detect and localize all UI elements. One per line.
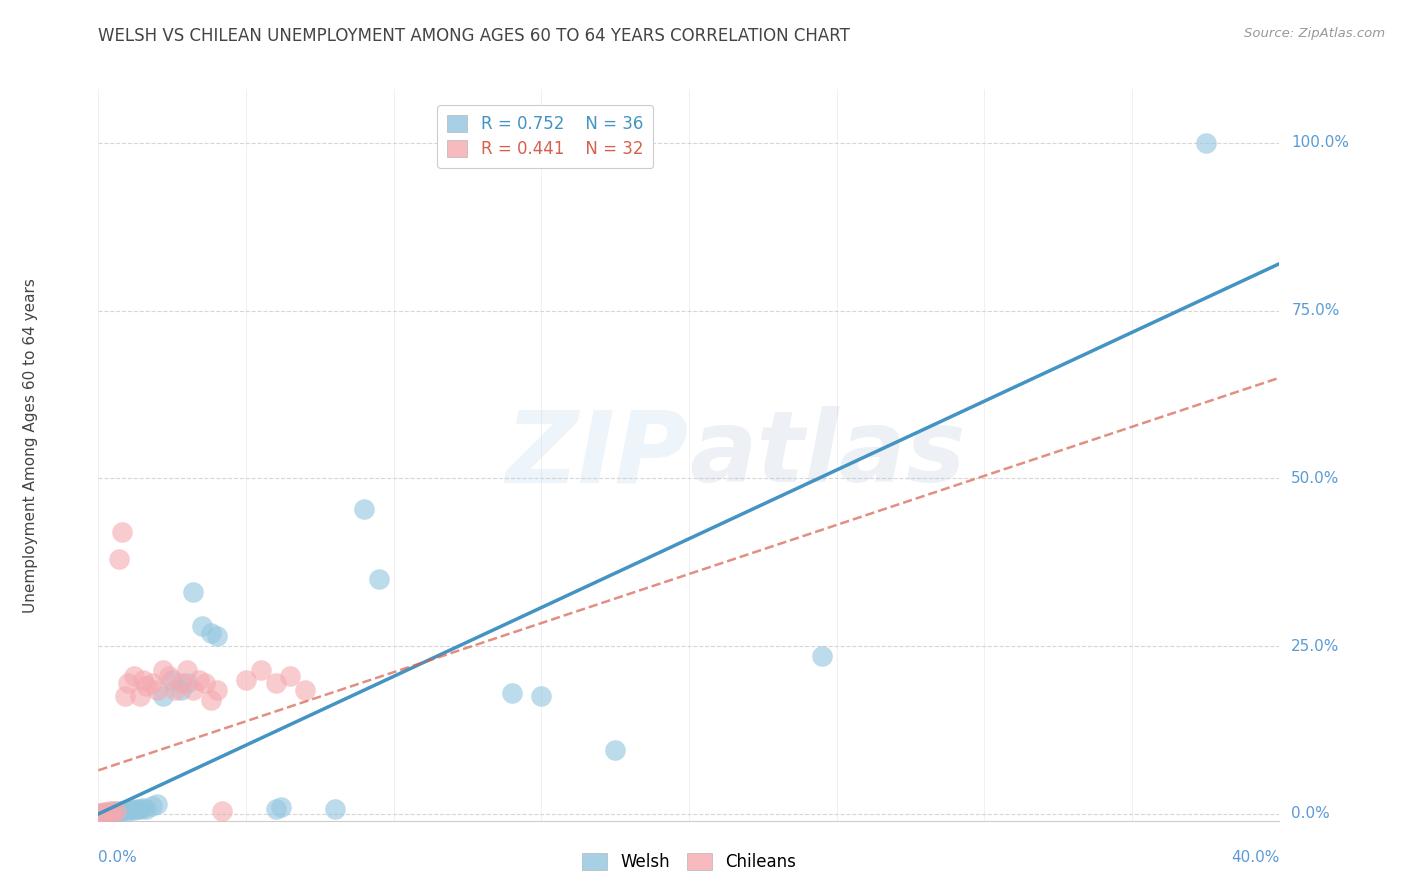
Text: 100.0%: 100.0% — [1291, 136, 1350, 151]
Point — [96, 805, 118, 820]
Point — [205, 629, 228, 643]
Point — [114, 690, 136, 704]
Point — [605, 743, 627, 757]
Point — [135, 801, 157, 815]
Point — [162, 673, 183, 687]
Point — [353, 501, 375, 516]
Point — [103, 804, 125, 818]
Point — [1195, 136, 1218, 150]
Point — [98, 805, 121, 820]
Point — [181, 585, 204, 599]
Point — [122, 669, 145, 683]
Point — [170, 676, 193, 690]
Point — [117, 676, 139, 690]
Point — [264, 676, 287, 690]
Point — [170, 682, 193, 697]
Text: WELSH VS CHILEAN UNEMPLOYMENT AMONG AGES 60 TO 64 YEARS CORRELATION CHART: WELSH VS CHILEAN UNEMPLOYMENT AMONG AGES… — [98, 27, 851, 45]
Point — [501, 686, 523, 700]
Point — [294, 682, 316, 697]
Text: 0.0%: 0.0% — [98, 850, 138, 865]
Point — [90, 805, 112, 820]
Point — [111, 525, 134, 540]
Text: 50.0%: 50.0% — [1291, 471, 1340, 486]
Point — [200, 625, 222, 640]
Point — [111, 804, 134, 818]
Text: atlas: atlas — [689, 407, 966, 503]
Point — [128, 802, 150, 816]
Text: 40.0%: 40.0% — [1232, 850, 1279, 865]
Point — [157, 669, 180, 683]
Point — [132, 801, 155, 815]
Point — [191, 619, 214, 633]
Point — [135, 680, 157, 694]
Text: 75.0%: 75.0% — [1291, 303, 1340, 318]
Point — [141, 798, 163, 813]
Point — [117, 804, 139, 818]
Point — [810, 649, 832, 664]
Point — [103, 805, 125, 819]
Point — [176, 663, 198, 677]
Point — [105, 804, 128, 818]
Text: Unemployment Among Ages 60 to 64 years: Unemployment Among Ages 60 to 64 years — [24, 278, 38, 614]
Point — [141, 676, 163, 690]
Point — [152, 690, 174, 704]
Point — [132, 673, 155, 687]
Point — [200, 693, 222, 707]
Point — [181, 682, 204, 697]
Point — [152, 663, 174, 677]
Point — [270, 800, 292, 814]
Point — [530, 690, 553, 704]
Point — [105, 805, 128, 819]
Point — [146, 797, 169, 811]
Point — [98, 804, 121, 818]
Point — [128, 690, 150, 704]
Point — [108, 804, 131, 818]
Text: 25.0%: 25.0% — [1291, 639, 1340, 654]
Point — [96, 805, 118, 819]
Point — [235, 673, 257, 687]
Text: ZIP: ZIP — [506, 407, 689, 503]
Point — [93, 805, 115, 819]
Text: 0.0%: 0.0% — [1291, 806, 1330, 822]
Point — [176, 676, 198, 690]
Point — [211, 804, 233, 818]
Point — [368, 572, 391, 586]
Point — [90, 805, 112, 820]
Point — [108, 552, 131, 566]
Point — [250, 663, 273, 677]
Point — [278, 669, 302, 683]
Point — [120, 802, 142, 816]
Point — [93, 806, 115, 821]
Point — [122, 803, 145, 817]
Text: Source: ZipAtlas.com: Source: ZipAtlas.com — [1244, 27, 1385, 40]
Point — [323, 801, 346, 815]
Point — [114, 803, 136, 817]
Point — [205, 682, 228, 697]
Point — [194, 676, 217, 690]
Point — [125, 801, 148, 815]
Point — [264, 801, 287, 815]
Point — [146, 682, 169, 697]
Point — [187, 673, 209, 687]
Legend: Welsh, Chileans: Welsh, Chileans — [575, 847, 803, 878]
Point — [165, 682, 187, 697]
